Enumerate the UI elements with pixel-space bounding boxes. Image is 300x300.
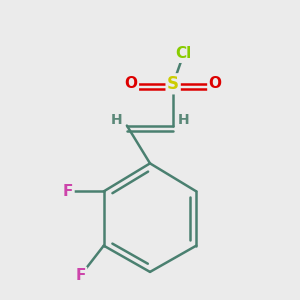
Text: F: F	[75, 268, 86, 283]
Text: O: O	[124, 76, 138, 91]
Text: F: F	[63, 184, 73, 199]
Text: H: H	[110, 112, 122, 127]
Text: O: O	[209, 76, 222, 91]
Text: S: S	[167, 75, 179, 93]
Text: Cl: Cl	[176, 46, 192, 62]
Text: H: H	[178, 112, 190, 127]
